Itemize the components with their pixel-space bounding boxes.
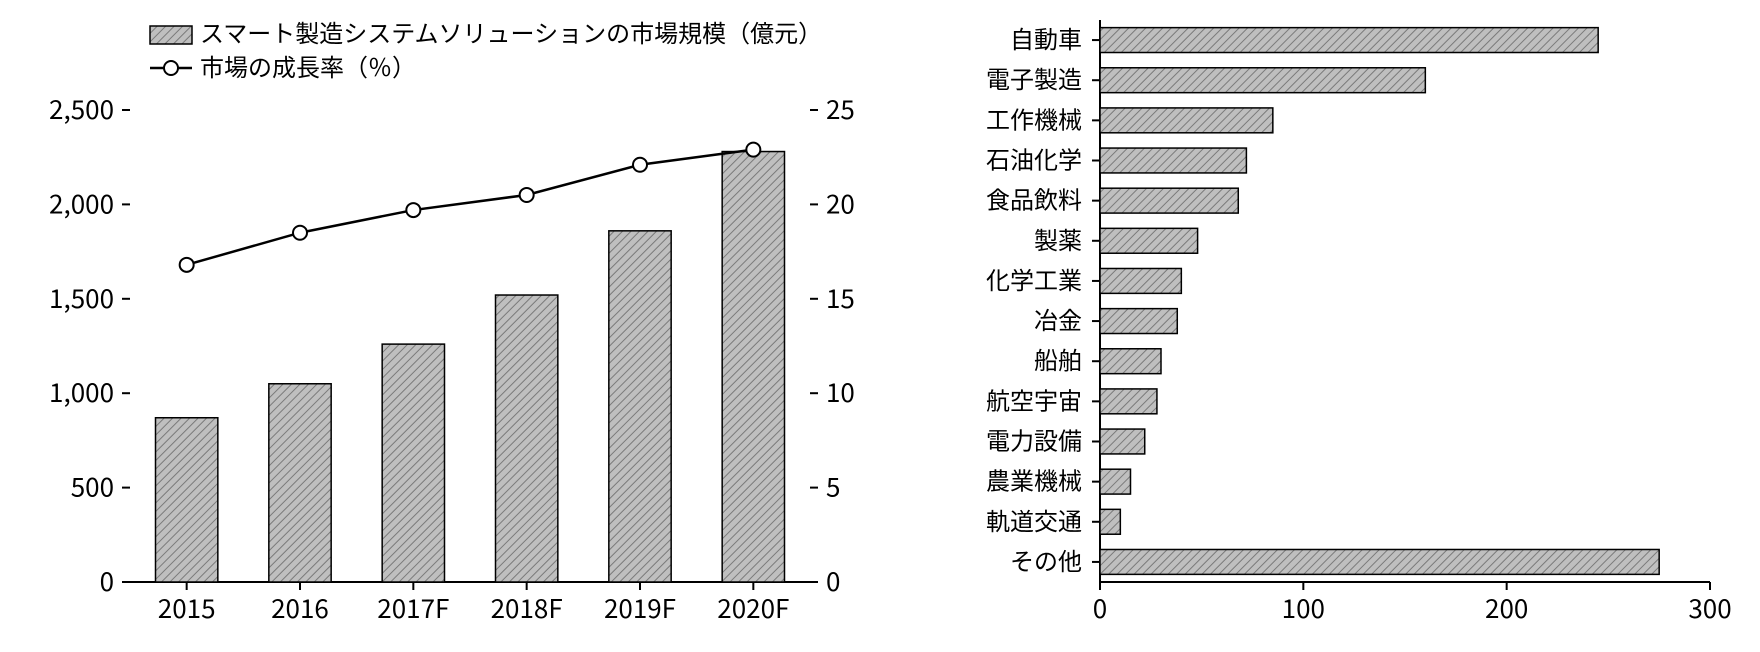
hbar: [1100, 469, 1131, 494]
hbar: [1100, 68, 1425, 93]
hbar-cat-label: 航空宇宙: [986, 381, 1082, 416]
hbar-cat-label: 電子製造: [986, 60, 1082, 95]
hbar-cat-label: 電力設備: [986, 422, 1082, 457]
bar: [722, 152, 784, 582]
left-chart: 0 500 1,000 1,500 2,000 2,500 0 5 10 15 20 25 2015 20…: [20, 10, 880, 642]
hbar: [1100, 268, 1181, 293]
hbar-cat-label: 自動車: [1010, 20, 1082, 55]
x-cat-label: 2020F: [717, 589, 789, 626]
hbar-cat-label: 軌道交通: [986, 502, 1082, 537]
hbar-cat-label: その他: [1010, 542, 1082, 577]
bar: [496, 295, 558, 582]
hbar-cat-label: 工作機械: [986, 100, 1082, 135]
hbar-cat-label: 農業機械: [986, 462, 1082, 497]
y-right-tick-label: 0: [826, 562, 840, 599]
y-left-tick-label: 1,500: [49, 279, 114, 316]
y-left-tick-label: 1,000: [49, 373, 114, 410]
hbar: [1100, 349, 1161, 374]
hbar: [1100, 108, 1273, 133]
legend-line-label: 市場の成長率（％）: [200, 48, 416, 83]
right-chart: 0 100 200 300 自動車電子製造工作機械石油化学食品飲料製薬化学工業冶金船舶航…: [900, 10, 1740, 642]
x-tick-label: 200: [1485, 589, 1528, 626]
growth-marker: [180, 258, 194, 272]
x-tick-label: 300: [1688, 589, 1731, 626]
hbar-cat-label: 製薬: [1034, 221, 1082, 256]
y-right-tick-label: 25: [826, 90, 855, 127]
y-left-tick-label: 2,000: [49, 184, 114, 221]
growth-marker: [746, 143, 760, 157]
growth-marker: [293, 226, 307, 240]
legend: スマート製造システムソリューションの市場規模（億元）市場の成長率（％）: [150, 14, 822, 83]
hbar: [1100, 188, 1238, 213]
growth-marker: [520, 188, 534, 202]
x-cat-label: 2016: [271, 589, 329, 626]
legend-bar-label: スマート製造システムソリューションの市場規模（億元）: [200, 14, 822, 49]
hbar: [1100, 228, 1198, 253]
x-tick-label: 100: [1282, 589, 1325, 626]
bar: [609, 231, 671, 582]
x-cat-label: 2018F: [491, 589, 563, 626]
bar: [382, 344, 444, 582]
growth-marker: [633, 158, 647, 172]
hbar: [1100, 148, 1246, 173]
y-right-tick-label: 15: [826, 279, 855, 316]
hbar: [1100, 549, 1659, 574]
growth-marker: [406, 203, 420, 217]
hbar: [1100, 28, 1598, 53]
x-cat-label: 2017F: [377, 589, 449, 626]
hbar-cat-label: 石油化学: [986, 141, 1082, 176]
hbar: [1100, 429, 1145, 454]
hbar-cat-label: 冶金: [1034, 301, 1082, 336]
y-left-tick-label: 500: [71, 468, 114, 505]
y-left-tick-label: 2,500: [49, 90, 114, 127]
hbar: [1100, 389, 1157, 414]
x-tick-label: 0: [1093, 589, 1107, 626]
y-right-tick-label: 5: [826, 468, 840, 505]
bar: [156, 418, 218, 582]
x-cat-label: 2019F: [604, 589, 676, 626]
y-right-tick-label: 10: [826, 373, 855, 410]
hbar-cat-label: 化学工業: [986, 261, 1082, 296]
bar: [269, 384, 331, 582]
hbar: [1100, 509, 1120, 534]
y-left-tick-label: 0: [100, 562, 114, 599]
hbar-cat-label: 食品飲料: [986, 181, 1082, 216]
y-right-tick-label: 20: [826, 184, 855, 221]
hbar-cat-label: 船舶: [1034, 341, 1082, 376]
x-cat-label: 2015: [158, 589, 216, 626]
page: 0 500 1,000 1,500 2,000 2,500 0 5 10 15 20 25 2015 20…: [0, 0, 1760, 652]
hbar: [1100, 309, 1177, 334]
